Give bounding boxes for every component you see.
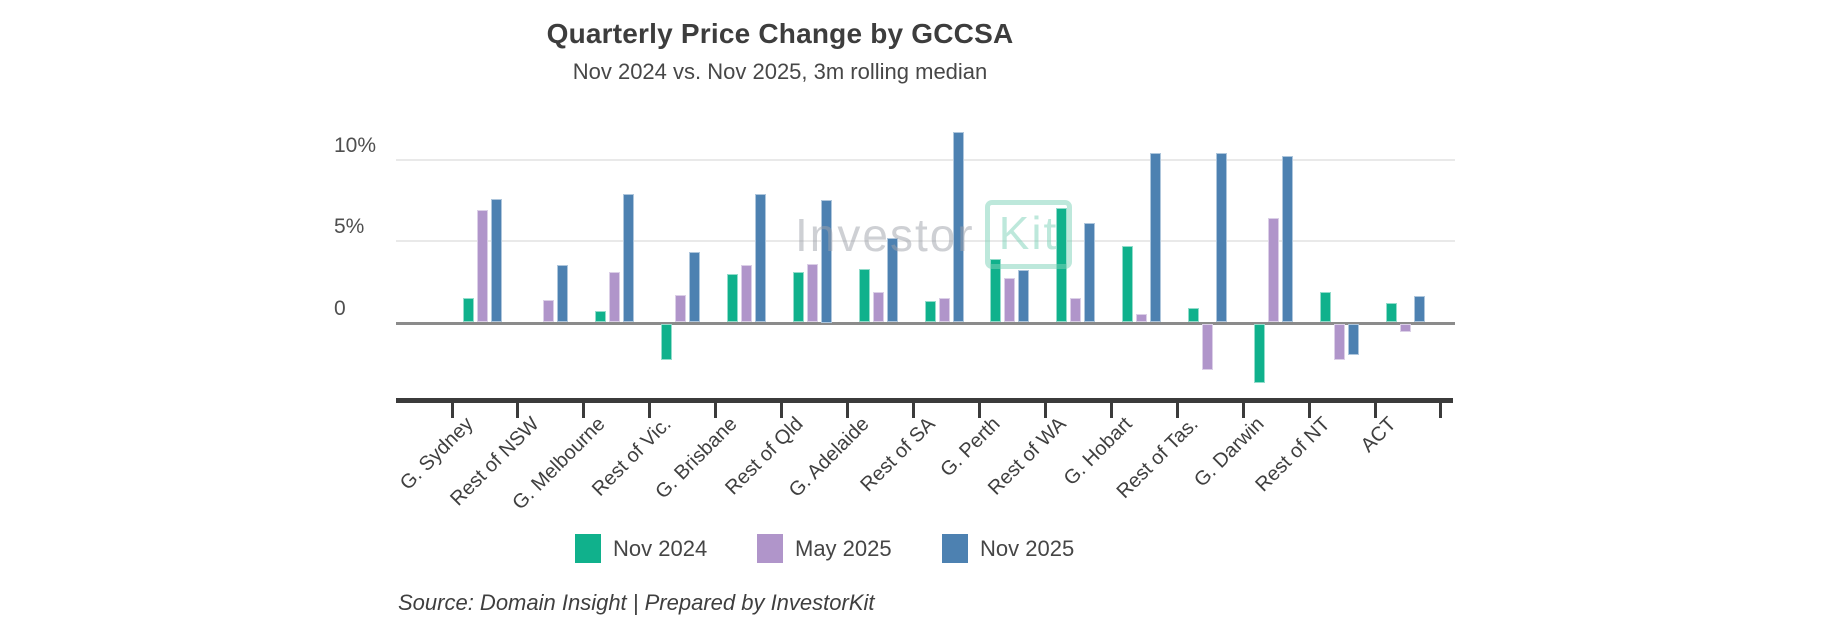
legend-swatch-nov-2025-icon bbox=[942, 534, 968, 563]
bar-may-2025-g-melbourne bbox=[608, 271, 620, 323]
x-axis-tick bbox=[1307, 403, 1311, 418]
bar-may-2025-g-adelaide bbox=[872, 291, 884, 323]
chart-title: Quarterly Price Change by GCCSA bbox=[546, 18, 1014, 49]
bar-nov-2024-g-brisbane bbox=[726, 273, 738, 323]
y-axis-tick-label: 5% bbox=[334, 215, 365, 238]
bar-may-2025-g-sydney bbox=[477, 210, 488, 323]
bar-nov-2025-g-darwin bbox=[1282, 156, 1294, 323]
legend-swatch-may-2025-icon bbox=[757, 534, 783, 563]
bar-nov-2025-rest-of-tas- bbox=[1216, 152, 1228, 323]
x-axis-tick bbox=[846, 403, 850, 418]
x-axis-tick bbox=[1109, 403, 1113, 418]
bar-nov-2024-rest-of-qld bbox=[792, 271, 804, 323]
bar-nov-2024-g-darwin bbox=[1254, 324, 1266, 383]
bar-nov-2024-g-adelaide bbox=[858, 268, 870, 323]
bar-nov-2025-g-sydney bbox=[491, 198, 502, 323]
bar-nov-2024-g-perth bbox=[990, 258, 1002, 323]
y-axis-tick-label: 0 bbox=[334, 296, 346, 320]
bar-may-2025-g-darwin bbox=[1268, 218, 1280, 323]
bar-nov-2025-g-melbourne bbox=[622, 193, 634, 323]
x-axis-tick bbox=[1439, 403, 1443, 418]
bar-may-2025-rest-of-wa bbox=[1070, 298, 1082, 323]
bar-may-2025-g-brisbane bbox=[740, 265, 752, 323]
bar-nov-2024-rest-of-vic- bbox=[660, 324, 672, 360]
legend-item-nov-2025: Nov 2025 bbox=[942, 534, 1074, 563]
bar-nov-2024-rest-of-tas- bbox=[1188, 307, 1200, 323]
bar-nov-2024-act bbox=[1386, 302, 1398, 323]
source-note: Source: Domain Insight | Prepared by Inv… bbox=[398, 590, 875, 615]
plot-area: 10% 5% 0 G. Sydney Rest of NSW G. Melbourne R… bbox=[334, 110, 1455, 514]
x-axis-tick bbox=[977, 403, 981, 418]
x-axis-tick bbox=[714, 403, 718, 418]
bar-may-2025-rest-of-vic- bbox=[674, 294, 686, 323]
legend: Nov 2024 May 2025 Nov 2025 bbox=[575, 534, 1124, 563]
bar-nov-2025-g-perth bbox=[1018, 270, 1030, 323]
chart-header: Quarterly Price Change by GCCSA Nov 2024… bbox=[330, 18, 1230, 85]
bar-nov-2025-rest-of-wa bbox=[1084, 223, 1096, 323]
x-axis-tick bbox=[582, 403, 586, 418]
x-axis-tick bbox=[912, 403, 915, 418]
bar-nov-2025-act bbox=[1414, 296, 1426, 323]
gridline-10 bbox=[396, 158, 1455, 161]
x-axis-tick bbox=[516, 403, 520, 418]
bar-nov-2025-g-adelaide bbox=[886, 237, 898, 323]
bar-may-2025-g-hobart bbox=[1136, 314, 1148, 323]
bar-may-2025-rest-of-tas- bbox=[1202, 324, 1214, 370]
x-axis-tick bbox=[1043, 403, 1047, 418]
bar-nov-2025-rest-of-nsw bbox=[556, 265, 568, 323]
bar-may-2025-rest-of-nsw bbox=[542, 299, 554, 323]
bar-may-2025-rest-of-nt bbox=[1334, 324, 1346, 360]
legend-label: May 2025 bbox=[795, 535, 892, 561]
bar-nov-2024-rest-of-sa bbox=[924, 301, 936, 323]
legend-label: Nov 2024 bbox=[613, 535, 708, 561]
x-axis-tick bbox=[648, 403, 652, 418]
legend-item-nov-2024: Nov 2024 bbox=[575, 534, 707, 563]
bar-nov-2025-g-brisbane bbox=[754, 193, 766, 323]
bar-may-2025-rest-of-qld bbox=[806, 263, 818, 323]
bar-nov-2024-g-melbourne bbox=[594, 311, 606, 323]
legend-label: Nov 2025 bbox=[980, 535, 1075, 561]
bar-nov-2025-rest-of-nt bbox=[1348, 324, 1360, 355]
bar-nov-2025-rest-of-qld bbox=[820, 200, 832, 323]
y-axis-tick-label: 10% bbox=[334, 133, 377, 157]
legend-swatch-nov-2024-icon bbox=[575, 534, 601, 563]
x-axis-tick bbox=[780, 403, 784, 418]
bar-nov-2025-g-hobart bbox=[1150, 152, 1162, 323]
bar-nov-2025-rest-of-sa bbox=[952, 131, 964, 323]
zero-line bbox=[396, 321, 1455, 325]
bar-nov-2024-g-sydney bbox=[463, 298, 474, 323]
x-axis-tick bbox=[450, 403, 454, 418]
x-axis-tick bbox=[1241, 403, 1245, 418]
bar-may-2025-g-perth bbox=[1004, 278, 1016, 323]
bar-nov-2024-rest-of-wa bbox=[1056, 208, 1068, 323]
bar-may-2025-rest-of-sa bbox=[938, 298, 950, 323]
x-axis-line bbox=[396, 398, 1453, 403]
legend-item-may-2025: May 2025 bbox=[757, 534, 892, 563]
x-axis-tick bbox=[1175, 403, 1179, 418]
bar-may-2025-act bbox=[1400, 324, 1412, 333]
x-axis-tick bbox=[1373, 403, 1377, 418]
bar-nov-2024-rest-of-nt bbox=[1320, 291, 1332, 323]
bar-nov-2025-rest-of-vic- bbox=[688, 252, 700, 323]
gridline-5 bbox=[396, 240, 1455, 242]
bar-nov-2024-g-hobart bbox=[1122, 245, 1134, 323]
chart-subtitle: Nov 2024 vs. Nov 2025, 3m rolling median bbox=[572, 59, 988, 84]
